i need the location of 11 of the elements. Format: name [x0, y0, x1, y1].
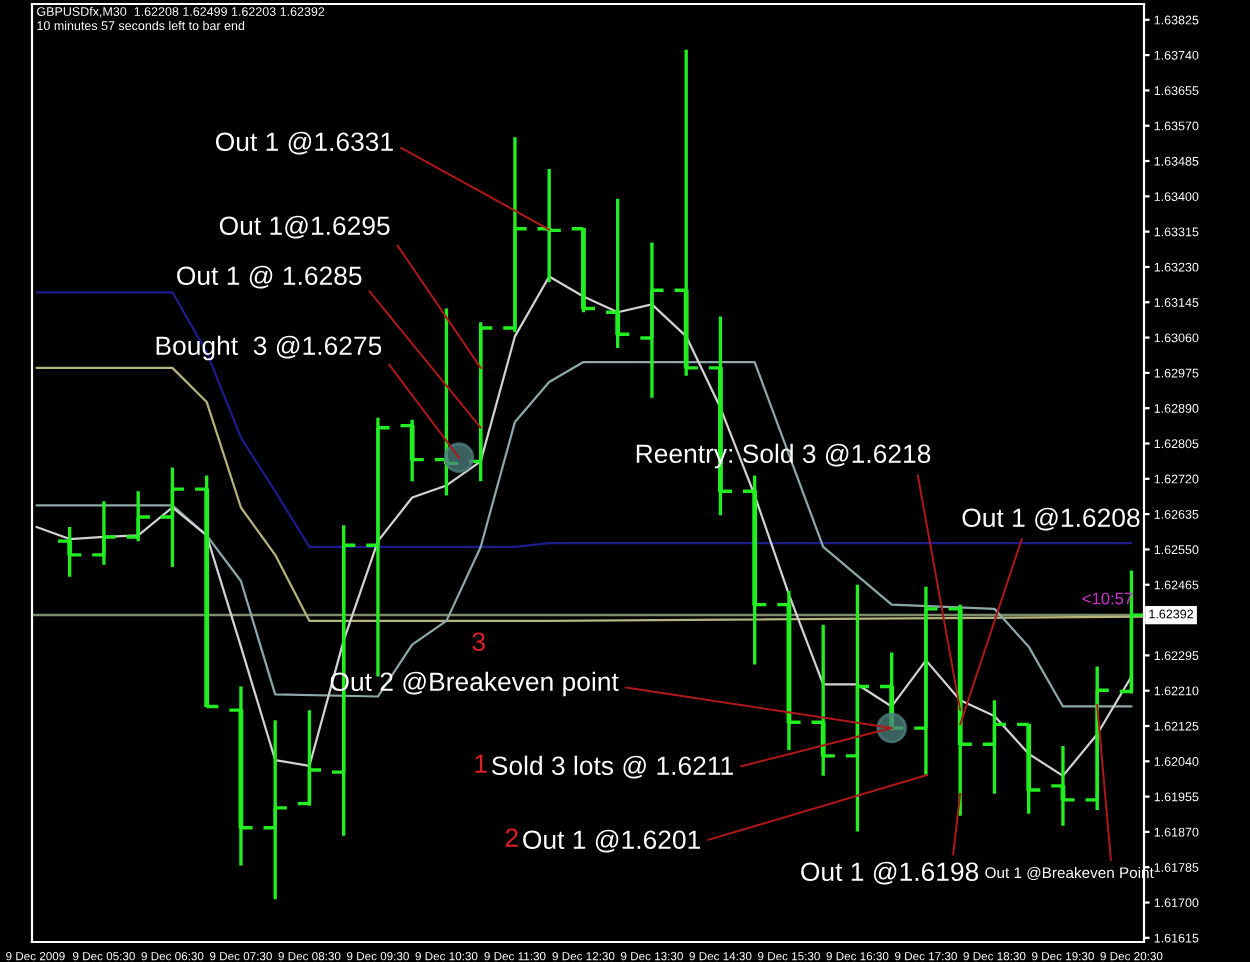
annotation: Out 1@1.6295	[219, 215, 390, 239]
annotation: Out 1 @ 1.6285	[177, 265, 362, 289]
annotation: Out 1 @1.6208	[962, 507, 1140, 531]
annotation: Out 1 @1.6198	[801, 861, 979, 885]
annotation: 2	[505, 828, 518, 847]
annotation: 1	[475, 754, 487, 773]
annotation: Sold 3 lots @ 1.6211	[492, 755, 733, 779]
annotation: Out 1 @1.6331	[215, 131, 393, 155]
annotation: 3	[472, 632, 485, 652]
annotation: Out 1 @1.6201	[523, 829, 700, 853]
annotation: Bought 3 @1.6275	[156, 335, 382, 361]
